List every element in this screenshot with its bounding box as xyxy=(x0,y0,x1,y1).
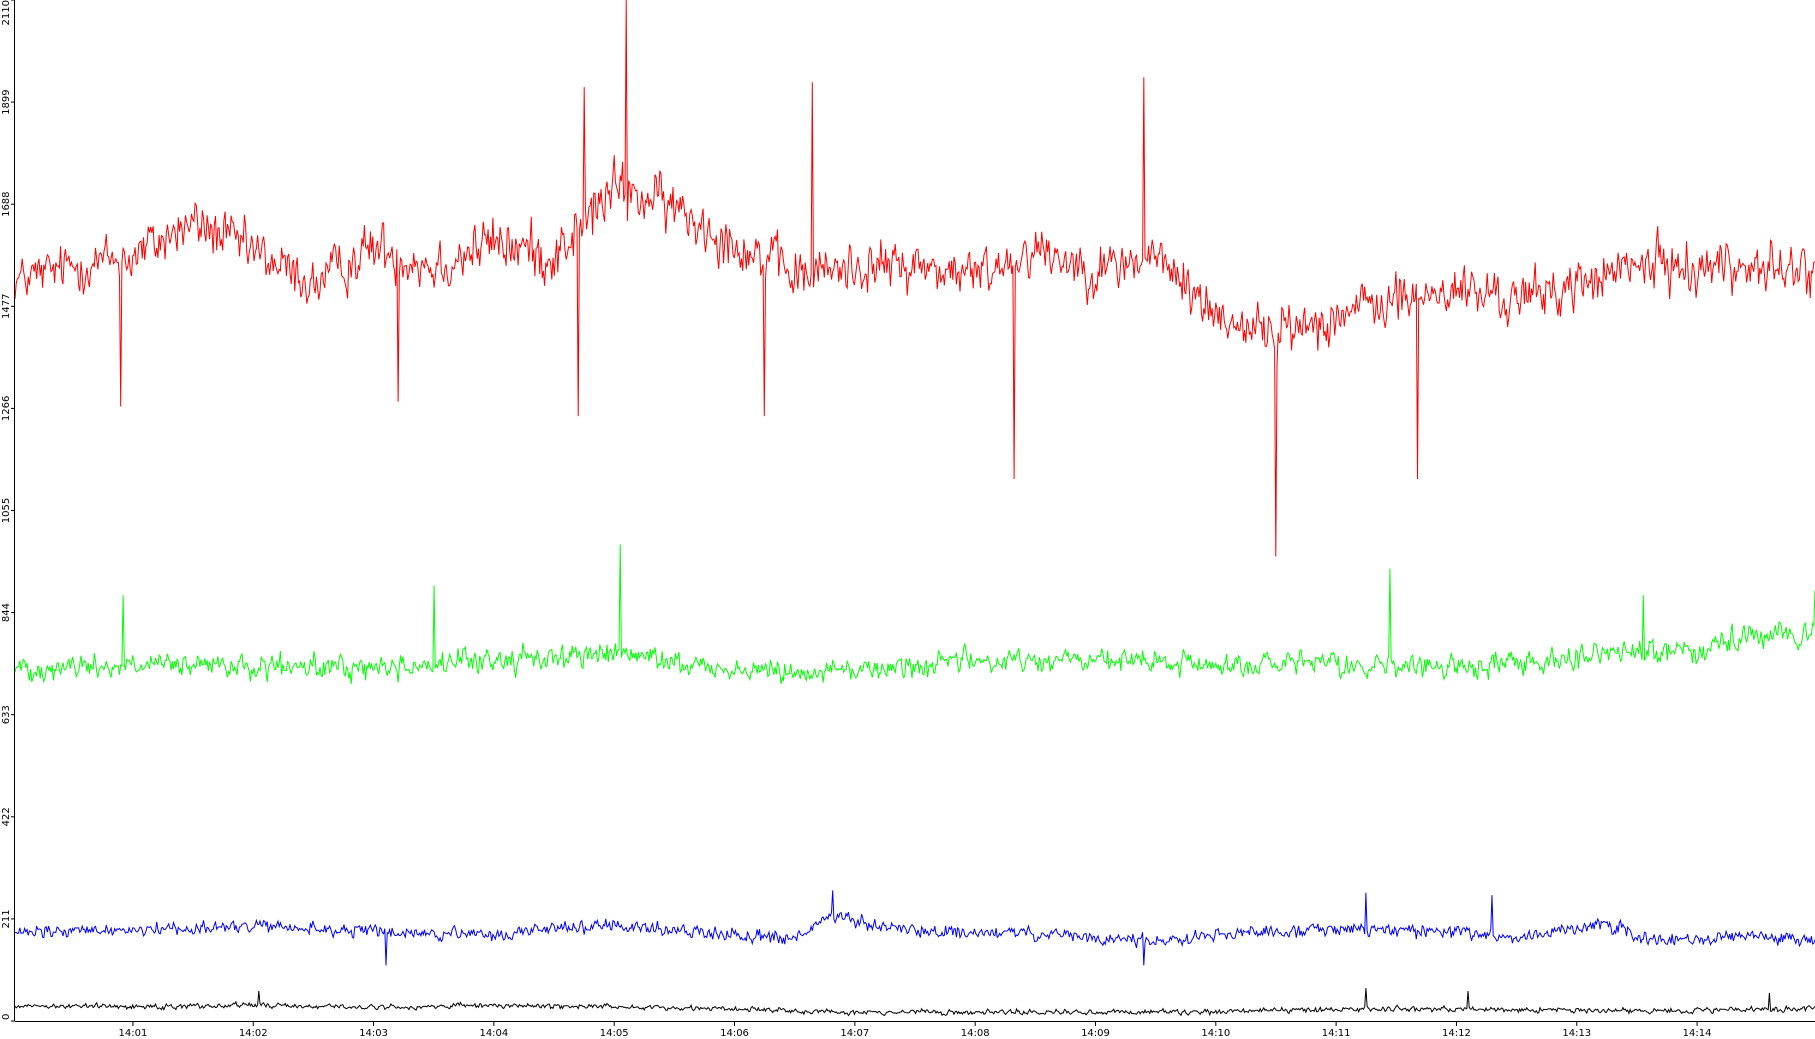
x-tick-label: 14:12 xyxy=(1442,1028,1471,1039)
x-tick-label: 14:07 xyxy=(840,1028,869,1039)
y-tick-label: 1899 xyxy=(1,89,12,114)
y-tick-label: 0 xyxy=(1,1014,12,1020)
y-tick-label: 1688 xyxy=(1,191,12,216)
x-tick-label: 14:01 xyxy=(119,1028,148,1039)
x-tick-label: 14:11 xyxy=(1322,1028,1351,1039)
x-tick-label: 14:13 xyxy=(1562,1028,1591,1039)
x-tick-label: 14:14 xyxy=(1683,1028,1712,1039)
y-tick-label: 1055 xyxy=(1,498,12,523)
series-line-2 xyxy=(14,544,1815,685)
y-tick-label: 211 xyxy=(1,909,12,928)
y-tick-label: 1266 xyxy=(1,396,12,421)
x-tick-label: 14:04 xyxy=(479,1028,508,1039)
x-tick-label: 14:10 xyxy=(1201,1028,1230,1039)
x-tick-label: 14:06 xyxy=(720,1028,749,1039)
x-tick-label: 14:05 xyxy=(600,1028,629,1039)
y-tick-label: 1477 xyxy=(1,294,12,319)
x-tick-label: 14:08 xyxy=(961,1028,990,1039)
x-tick-label: 14:02 xyxy=(239,1028,268,1039)
x-axis: 14:01 14:02 14:03 14:04 14:05 14:06 14:07 14:08… xyxy=(15,1021,1815,1039)
x-tick-label: 14:03 xyxy=(359,1028,388,1039)
series-layer xyxy=(14,0,1815,1017)
x-tick-label: 14:09 xyxy=(1081,1028,1110,1039)
y-axis: 0 211 422 633 844 1055 1266 1477 1688 1899 2110 xyxy=(1,0,15,1022)
y-tick-label: 844 xyxy=(1,603,12,622)
series-line-1 xyxy=(14,0,1815,557)
y-tick-label: 633 xyxy=(1,705,12,724)
y-tick-label: 422 xyxy=(1,807,12,826)
y-tick-label: 2110 xyxy=(1,0,12,25)
series-line-4 xyxy=(14,988,1815,1017)
series-line-3 xyxy=(14,890,1815,966)
